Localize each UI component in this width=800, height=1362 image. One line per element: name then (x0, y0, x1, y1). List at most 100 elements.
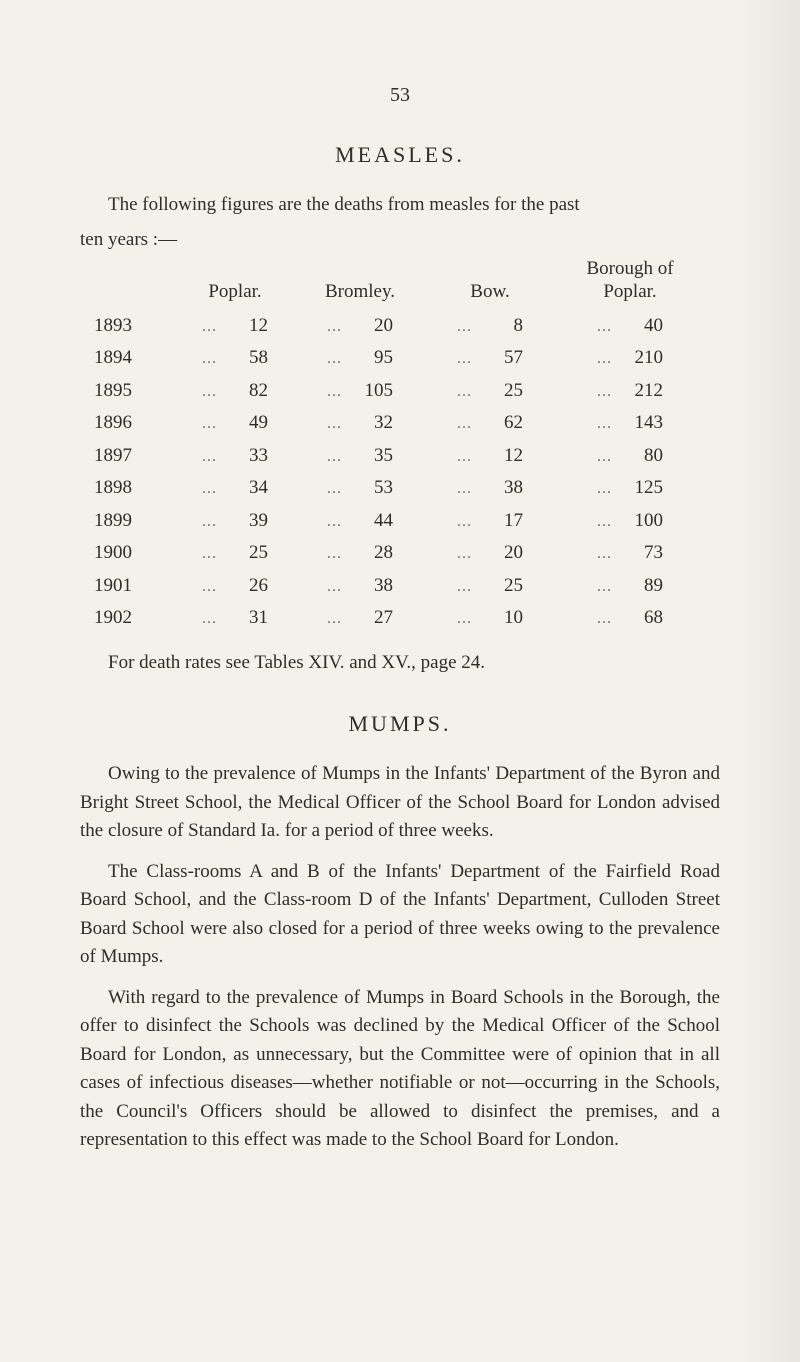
leader-dots: ... (327, 477, 355, 501)
cell-value: 143 (625, 409, 663, 438)
table-row: 1898...34...53...38...125 (80, 472, 720, 505)
cell-wrap: ...25 (430, 377, 550, 406)
cell-value: 62 (485, 409, 523, 438)
cell-bow: ...62 (430, 409, 550, 438)
cell-borough: ...80 (550, 442, 710, 471)
header-bow: Bow. (430, 281, 550, 304)
cell-value: 57 (485, 344, 523, 373)
leader-dots: ... (327, 510, 355, 534)
cell-value: 39 (230, 507, 268, 536)
cell-year: 1900 (80, 539, 180, 568)
cell-wrap: ...57 (430, 344, 550, 373)
leader-dots: ... (327, 445, 355, 469)
cell-value: 32 (355, 409, 393, 438)
header-poplar: Poplar. (180, 281, 290, 304)
cell-value: 27 (355, 604, 393, 633)
cell-value: 89 (625, 572, 663, 601)
leader-dots: ... (327, 380, 355, 404)
cell-value: 53 (355, 474, 393, 503)
cell-wrap: ...39 (180, 507, 290, 536)
cell-value: 100 (625, 507, 663, 536)
cell-poplar: ...39 (180, 507, 290, 536)
cell-value: 210 (625, 344, 663, 373)
cell-wrap: ...62 (430, 409, 550, 438)
cell-year: 1893 (80, 312, 180, 341)
cell-value: 80 (625, 442, 663, 471)
cell-value: 20 (485, 539, 523, 568)
leader-dots: ... (202, 445, 230, 469)
cell-value: 105 (355, 377, 393, 406)
cell-value: 125 (625, 474, 663, 503)
cell-wrap: ...12 (180, 312, 290, 341)
cell-wrap: ...35 (290, 442, 430, 471)
cell-poplar: ...26 (180, 572, 290, 601)
header-borough: Borough of Poplar. (550, 258, 710, 304)
cell-value: 40 (625, 312, 663, 341)
cell-wrap: ...49 (180, 409, 290, 438)
cell-value: 33 (230, 442, 268, 471)
cell-wrap: ...34 (180, 474, 290, 503)
cell-value: 82 (230, 377, 268, 406)
cell-wrap: ...25 (430, 572, 550, 601)
cell-poplar: ...33 (180, 442, 290, 471)
leader-dots: ... (597, 380, 625, 404)
leader-dots: ... (327, 412, 355, 436)
cell-wrap: ...82 (180, 377, 290, 406)
cell-wrap: ...27 (290, 604, 430, 633)
cell-poplar: ...31 (180, 604, 290, 633)
cell-wrap: ...68 (550, 604, 710, 633)
cell-value: 38 (355, 572, 393, 601)
leader-dots: ... (457, 445, 485, 469)
table-header-row: Poplar. Bromley. Bow. Borough of Poplar. (80, 258, 720, 304)
cell-value: 10 (485, 604, 523, 633)
cell-bromley: ...95 (290, 344, 430, 373)
leader-dots: ... (457, 542, 485, 566)
cell-value: 34 (230, 474, 268, 503)
cell-year: 1902 (80, 604, 180, 633)
cell-wrap: ...38 (290, 572, 430, 601)
cell-poplar: ...25 (180, 539, 290, 568)
cell-wrap: ...143 (550, 409, 710, 438)
leader-dots: ... (327, 315, 355, 339)
table-row: 1901...26...38...25...89 (80, 570, 720, 603)
leader-dots: ... (597, 607, 625, 631)
cell-bow: ...25 (430, 572, 550, 601)
leader-dots: ... (202, 510, 230, 534)
cell-wrap: ...125 (550, 474, 710, 503)
leader-dots: ... (202, 542, 230, 566)
leader-dots: ... (202, 575, 230, 599)
cell-year: 1901 (80, 572, 180, 601)
leader-dots: ... (457, 412, 485, 436)
cell-wrap: ...26 (180, 572, 290, 601)
cell-wrap: ...44 (290, 507, 430, 536)
table-rows-container: 1893...12...20...8...401894...58...95...… (80, 310, 720, 635)
cell-poplar: ...49 (180, 409, 290, 438)
cell-wrap: ...58 (180, 344, 290, 373)
cell-borough: ...73 (550, 539, 710, 568)
cell-wrap: ...20 (290, 312, 430, 341)
cell-wrap: ...31 (180, 604, 290, 633)
cell-poplar: ...34 (180, 474, 290, 503)
table-row: 1895...82...105...25...212 (80, 375, 720, 408)
cell-wrap: ...20 (430, 539, 550, 568)
leader-dots: ... (597, 412, 625, 436)
cell-borough: ...210 (550, 344, 710, 373)
cell-wrap: ...73 (550, 539, 710, 568)
cell-value: 38 (485, 474, 523, 503)
cell-bromley: ...28 (290, 539, 430, 568)
leader-dots: ... (202, 315, 230, 339)
leader-dots: ... (457, 347, 485, 371)
cell-borough: ...89 (550, 572, 710, 601)
cell-bow: ...38 (430, 474, 550, 503)
mumps-paragraph-2: The Class-rooms A and B of the Infants' … (80, 858, 720, 972)
cell-wrap: ...32 (290, 409, 430, 438)
ten-years-label: ten years :— (80, 226, 200, 255)
cell-bromley: ...32 (290, 409, 430, 438)
cell-bromley: ...35 (290, 442, 430, 471)
leader-dots: ... (202, 477, 230, 501)
cell-wrap: ...17 (430, 507, 550, 536)
cell-wrap: ...38 (430, 474, 550, 503)
mumps-paragraph-3: With regard to the prevalence of Mumps i… (80, 984, 720, 1155)
leader-dots: ... (597, 445, 625, 469)
leader-dots: ... (457, 477, 485, 501)
